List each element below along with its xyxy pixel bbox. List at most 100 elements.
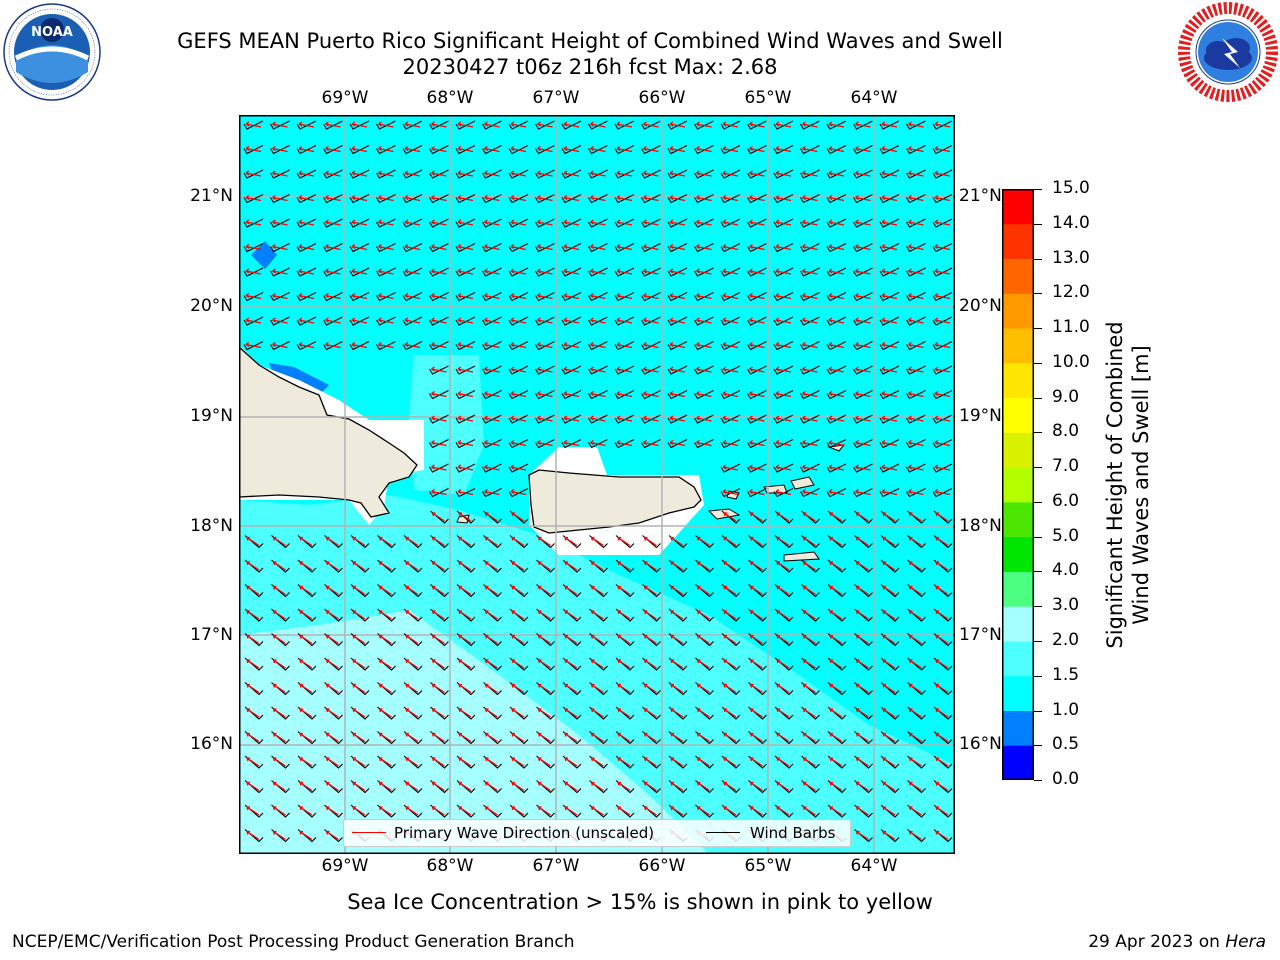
wind-barb [535, 145, 555, 155]
wave-arrow [430, 780, 449, 794]
wave-arrow [748, 535, 767, 549]
wave-direction-arrow [351, 268, 368, 275]
wind-barb [826, 169, 847, 179]
wave-arrow [800, 169, 820, 179]
wave-direction-arrow [590, 170, 606, 177]
wave-arrow [668, 682, 688, 696]
wave-direction-arrow [563, 390, 580, 398]
wave-arrow [296, 218, 317, 228]
wave-direction-arrow [272, 708, 286, 718]
wind-barb [747, 414, 767, 424]
wave-direction-arrow [510, 390, 527, 398]
wind-barb [535, 365, 555, 375]
wave-direction-arrow [643, 170, 659, 177]
wind-barb [429, 341, 449, 351]
wave-arrow [349, 194, 370, 204]
wind-barb [349, 120, 370, 130]
wind-barb [588, 292, 608, 302]
wave-direction-arrow [564, 732, 578, 743]
wind-barb [455, 218, 476, 228]
wave-direction-arrow [670, 781, 684, 792]
wave-arrow [906, 194, 926, 204]
wave-direction-arrow [723, 732, 737, 743]
wave-arrow [720, 488, 741, 498]
wave-arrow [456, 731, 476, 745]
wave-direction-arrow [616, 194, 633, 202]
wind-barb [376, 292, 396, 302]
wave-arrow [642, 804, 661, 818]
wave-arrow [562, 608, 582, 622]
wave-direction-arrow [722, 415, 739, 422]
wave-arrow [933, 608, 953, 622]
wind-barb [932, 414, 953, 424]
wave-arrow [667, 439, 688, 449]
wave-arrow [748, 510, 767, 524]
wave-arrow [907, 706, 926, 720]
wave-arrow [482, 390, 502, 400]
wind-barb [614, 414, 635, 424]
wave-arrow [879, 169, 900, 179]
wind-barb [561, 414, 582, 424]
wave-direction-arrow [246, 585, 260, 596]
wave-arrow [561, 243, 582, 253]
wave-direction-arrow [404, 317, 421, 324]
wave-direction-arrow [669, 194, 686, 202]
wind-barb [270, 316, 290, 326]
wave-arrow [694, 243, 714, 253]
wave-direction-arrow [828, 464, 845, 471]
wave-arrow [483, 780, 502, 794]
wave-arrow [933, 510, 953, 524]
wave-arrow [773, 120, 794, 130]
colorbar-tick-label: 6.0 [1052, 490, 1080, 511]
wind-barb [932, 267, 953, 277]
wave-arrow [324, 584, 343, 598]
wave-direction-arrow [510, 219, 527, 226]
wave-direction-arrow [776, 512, 790, 522]
wind-barb [826, 292, 847, 302]
colorbar-tick-mark [1034, 571, 1042, 573]
wave-direction-arrow [272, 634, 286, 645]
wind-barb [455, 316, 476, 326]
wave-direction-arrow [617, 708, 631, 718]
wave-direction-arrow [246, 732, 260, 743]
wave-arrow [694, 292, 714, 302]
wave-arrow [403, 657, 423, 671]
wind-barb [296, 120, 317, 130]
wave-direction-arrow [749, 659, 763, 669]
wave-arrow [508, 365, 529, 375]
wave-arrow [430, 755, 449, 769]
wave-arrow [376, 267, 396, 277]
wave-arrow [561, 218, 582, 228]
wave-arrow [907, 731, 926, 745]
wave-arrow [906, 488, 926, 498]
wave-arrow [721, 559, 741, 573]
wave-direction-arrow [511, 732, 525, 743]
wave-arrow [482, 365, 502, 375]
wave-direction-arrow [484, 292, 500, 300]
wave-direction-arrow [590, 317, 606, 324]
wave-arrow [906, 243, 926, 253]
wave-direction-arrow [670, 561, 684, 571]
wind-barb [614, 267, 635, 277]
wave-arrow [747, 267, 767, 277]
wave-arrow [695, 731, 714, 745]
wave-direction-arrow [537, 585, 551, 596]
colorbar-tick-label: 8.0 [1052, 421, 1080, 442]
wave-direction-arrow [563, 292, 580, 300]
wave-direction-arrow [325, 170, 341, 177]
wave-arrow [879, 194, 900, 204]
wind-barb [535, 316, 555, 326]
wave-direction-arrow [272, 121, 288, 128]
wave-direction-arrow [643, 781, 657, 792]
wave-arrow [377, 706, 396, 720]
wave-arrow [297, 682, 317, 696]
wave-arrow [642, 608, 661, 622]
wave-arrow [641, 390, 661, 400]
wind-barb [667, 414, 688, 424]
wave-direction-arrow [537, 536, 551, 547]
wind-barb [641, 390, 661, 400]
wind-barb [906, 292, 926, 302]
wave-direction-arrow [935, 512, 949, 522]
wind-barb [694, 145, 714, 155]
wave-direction-arrow [908, 806, 922, 816]
